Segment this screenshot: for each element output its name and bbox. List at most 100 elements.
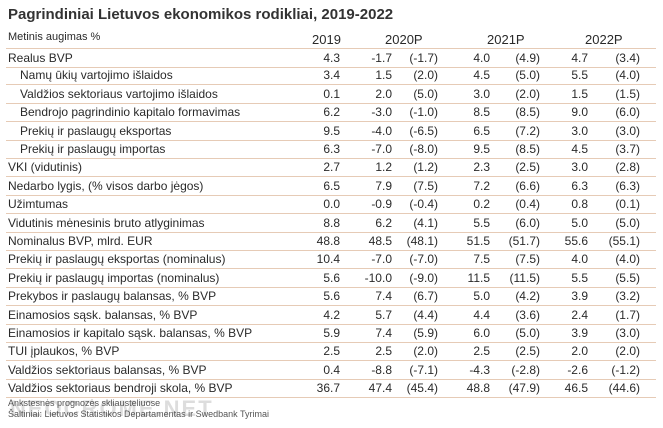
cell: (-6.5) <box>409 123 438 138</box>
cell: -2.6 <box>567 362 588 377</box>
cell: 48.5 <box>368 234 392 248</box>
cell: (-1.0) <box>409 105 438 120</box>
cell: 51.5 <box>466 234 490 248</box>
cell: 2.5 <box>323 344 340 359</box>
cell: (8.5) <box>515 142 540 156</box>
cell: 5.5 <box>571 68 588 83</box>
column-header: 2020P <box>385 32 423 47</box>
cell: 0.1 <box>323 86 340 101</box>
cell: 1.2 <box>375 160 392 175</box>
cell: 2.5 <box>473 344 490 359</box>
footnote: Ankstesnės prognozės skliausteliuose <box>8 398 161 408</box>
cell: 5.7 <box>375 307 392 322</box>
cell: (3.7) <box>615 142 640 156</box>
cell: 48.8 <box>316 234 340 248</box>
table-row: Prekių ir paslaugų importas (nominalus) 5… <box>6 269 656 288</box>
cell: (4.0) <box>615 68 640 83</box>
row-label: Einamosios sąsk. balansas, % BVP <box>8 307 198 322</box>
cell: -7.0 <box>371 252 392 267</box>
cell: 5.6 <box>323 289 340 304</box>
table-row: Bendrojo pagrindinio kapitalo formavimas… <box>6 103 656 123</box>
cell: 55.6 <box>564 234 588 248</box>
cell: 11.5 <box>467 270 490 285</box>
table-row: Užimtumas 0.0 -0.9 (-0.4) 0.2 (0.4) 0.8 (0.1) <box>6 195 656 215</box>
cell: 5.9 <box>323 326 340 340</box>
cell: (-1.2) <box>611 362 640 377</box>
cell: (1.7) <box>615 307 640 322</box>
cell: 0.2 <box>473 197 490 212</box>
cell: 7.4 <box>375 289 392 304</box>
table-row: Einamosios sąsk. balansas, % BVP 4.2 5.7 (4… <box>6 306 656 325</box>
cell: 9.0 <box>571 105 588 120</box>
cell: -4.3 <box>469 362 490 377</box>
row-label: Prekių ir paslaugų eksportas <box>20 123 172 138</box>
cell: 1.5 <box>375 68 392 83</box>
cell: 2.3 <box>473 160 490 175</box>
cell: 7.9 <box>375 178 392 193</box>
cell: 5.5 <box>473 215 490 230</box>
table-row: Realus BVP 4.3 -1.7 (-1.7) 4.0 (4.9) 4.7 (3.4) <box>6 48 656 68</box>
row-label: Nominalus BVP, mlrd. EUR <box>8 234 153 248</box>
cell: (0.4) <box>515 197 540 212</box>
cell: (2.8) <box>615 160 640 175</box>
cell: 2.7 <box>323 160 340 175</box>
cell: (3.6) <box>515 307 540 322</box>
column-header: 2022P <box>585 32 623 47</box>
table-row: VKI (vidutinis) 2.7 1.2 (1.2) 2.3 (2.5) 3.0 (2.… <box>6 158 656 178</box>
table-row: Prekių ir paslaugų eksportas (nominalus)… <box>6 250 656 270</box>
cell: 47.4 <box>368 381 392 396</box>
cell: (4.1) <box>413 215 438 230</box>
table-row: TUI įplaukos, % BVP 2.5 2.5 (2.0) 2.5 (2.5) 2.… <box>6 342 656 362</box>
row-label: Namų ūkių vartojimo išlaidos <box>20 68 173 83</box>
cell: 9.5 <box>473 142 490 156</box>
cell: 8.5 <box>473 105 490 120</box>
cell: 2.4 <box>571 307 588 322</box>
cell: (5.0) <box>615 215 640 230</box>
cell: (2.0) <box>413 68 438 83</box>
cell: 9.5 <box>323 123 340 138</box>
cell: (45.4) <box>406 381 438 396</box>
row-label: Užimtumas <box>8 197 69 212</box>
cell: (6.6) <box>515 178 540 193</box>
cell: (51.7) <box>508 234 540 248</box>
watermark: NEOCROME.NET <box>10 396 214 421</box>
cell: (8.5) <box>515 105 540 120</box>
cell: (2.5) <box>515 160 540 175</box>
cell: (7.5) <box>515 252 540 267</box>
cell: (3.0) <box>615 326 640 340</box>
cell: (3.4) <box>615 51 640 65</box>
footnote: Šaltiniai: Lietuvos Statistikos Departam… <box>8 409 269 419</box>
row-label: Vidutinis mėnesinis bruto atlyginimas <box>8 215 205 230</box>
cell: (2.0) <box>515 86 540 101</box>
cell: (4.0) <box>615 252 640 267</box>
cell: 6.0 <box>473 326 490 340</box>
cell: 6.3 <box>571 178 588 193</box>
cell: 8.8 <box>323 215 340 230</box>
title: Pagrindiniai Lietuvos ekonomikos rodikli… <box>8 6 394 23</box>
table-row: Namų ūkių vartojimo išlaidos 3.4 1.5 (2.0) 4… <box>6 66 656 86</box>
row-label: Valdžios sektoriaus vartojimo išlaidos <box>20 86 218 101</box>
row-label: Prekybos ir paslaugų balansas, % BVP <box>8 289 217 304</box>
table-row: Prekių ir paslaugų importas 6.3 -7.0 (-8.0)… <box>6 140 656 159</box>
table-row: Valdžios sektoriaus balansas, % BVP 0.4 -8… <box>6 361 656 380</box>
cell: -7.0 <box>371 142 392 156</box>
cell: (2.5) <box>515 344 540 359</box>
cell: (44.6) <box>608 381 640 396</box>
cell: (-9.0) <box>409 270 438 285</box>
cell: (0.1) <box>615 197 640 212</box>
row-label: Einamosios ir kapitalo sąsk. balansas, %… <box>8 326 253 340</box>
column-header: 2021P <box>487 32 525 47</box>
column-header: 2019 <box>312 32 341 47</box>
table-row: Prekybos ir paslaugų balansas, % BVP 5.6 7… <box>6 287 656 307</box>
cell: 4.4 <box>473 307 490 322</box>
cell: (-7.0) <box>409 252 438 267</box>
cell: 6.2 <box>375 215 392 230</box>
cell: 10.4 <box>316 252 340 267</box>
cell: 0.0 <box>323 197 340 212</box>
cell: -4.0 <box>371 123 392 138</box>
cell: 3.0 <box>473 86 490 101</box>
cell: (5.0) <box>413 86 438 101</box>
cell: -1.7 <box>371 51 392 65</box>
cell: 7.2 <box>473 178 490 193</box>
